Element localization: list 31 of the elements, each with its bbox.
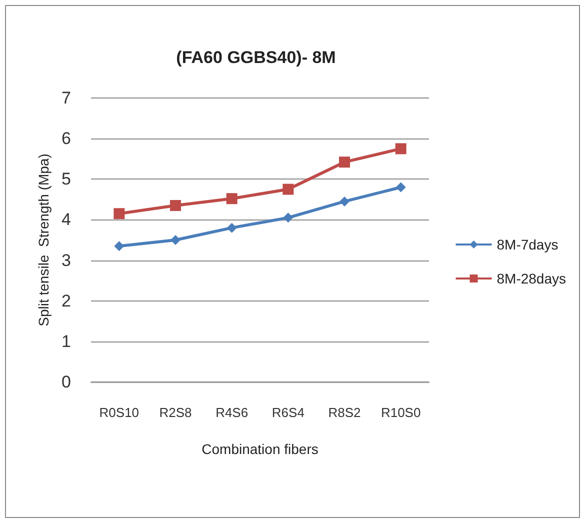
y-tick-label: 3 xyxy=(62,250,71,270)
x-axis-title: Combination fibers xyxy=(202,441,318,457)
x-tick-label: R2S8 xyxy=(159,405,192,420)
legend-label: 8M-28days xyxy=(496,270,566,286)
x-tick-label: R4S6 xyxy=(216,405,248,420)
point xyxy=(170,235,180,245)
point xyxy=(340,196,350,206)
x-tick-label: R8S2 xyxy=(328,405,361,420)
point xyxy=(226,222,237,233)
y-tick-label: 2 xyxy=(62,291,71,310)
y-tick-label: 0 xyxy=(62,372,71,392)
y-tick-label: 4 xyxy=(62,210,71,230)
legend-label: 8M-7days xyxy=(496,236,558,252)
point xyxy=(282,184,294,195)
y-tick-label: 5 xyxy=(62,170,71,189)
y-tick-label: 7 xyxy=(62,88,71,108)
point xyxy=(396,182,406,192)
point xyxy=(339,156,350,168)
point xyxy=(114,208,125,220)
point xyxy=(283,212,294,223)
chart-title: (FA60 GGBS40)- 8M xyxy=(176,48,336,67)
point xyxy=(226,193,238,204)
point xyxy=(170,200,181,212)
x-tick-label: R6S4 xyxy=(272,405,304,420)
y-tick-label: 1 xyxy=(62,332,71,351)
point xyxy=(114,241,124,252)
y-axis-title: Split tensile Strength (Mpa) xyxy=(36,154,52,326)
y-tick-label: 6 xyxy=(62,129,71,148)
point xyxy=(395,143,406,154)
x-tick-label: R0S10 xyxy=(99,405,140,420)
x-tick-label: R10S0 xyxy=(380,405,421,420)
